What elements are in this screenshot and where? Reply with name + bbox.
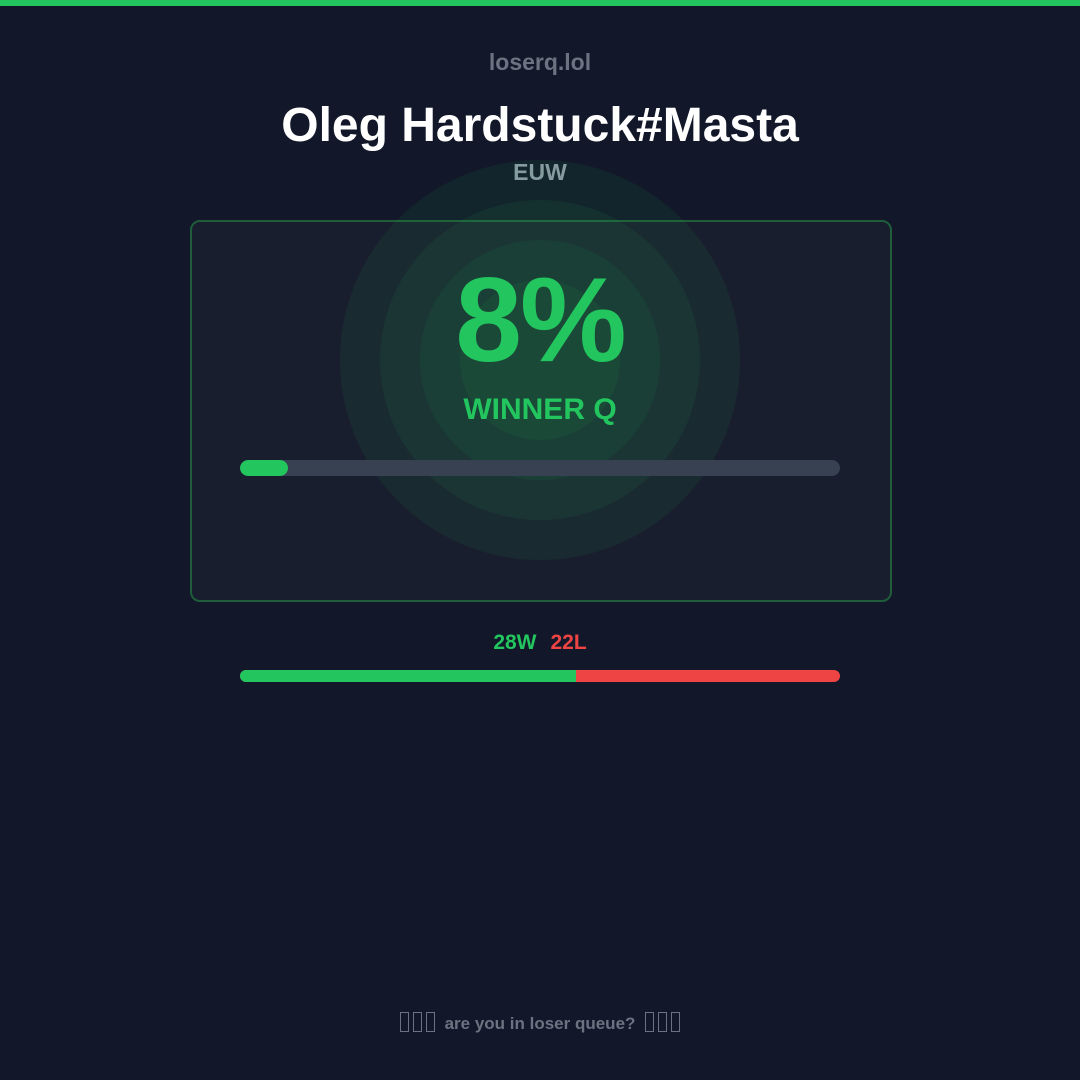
loser-q-percent: 8% xyxy=(455,253,626,387)
player-name: Oleg Hardstuck#Masta xyxy=(281,99,799,152)
glow-ring xyxy=(460,280,620,440)
result-card xyxy=(190,220,892,602)
verdict-label: WINNER Q xyxy=(463,393,617,426)
glow-ring xyxy=(420,240,660,480)
wins: 28W xyxy=(493,631,537,654)
missing-glyph-icon xyxy=(398,1012,437,1033)
win-loss-record: 28W 22L xyxy=(0,630,1080,656)
winrate-bar xyxy=(240,670,840,682)
site-name: loserq.lol xyxy=(488,49,592,75)
top-accent-bar xyxy=(0,0,1080,6)
glow-ring xyxy=(340,160,740,560)
player-region: EUW xyxy=(513,159,567,185)
percent-bar xyxy=(240,460,840,476)
losses: 22L xyxy=(550,631,587,654)
footer-text: are you in loser queue? xyxy=(444,1014,636,1033)
percent-bar-fill xyxy=(240,460,288,476)
missing-glyph-icon xyxy=(643,1012,682,1033)
footer: are you in loser queue? xyxy=(0,1012,1080,1035)
winrate-bar-wins xyxy=(240,670,576,682)
